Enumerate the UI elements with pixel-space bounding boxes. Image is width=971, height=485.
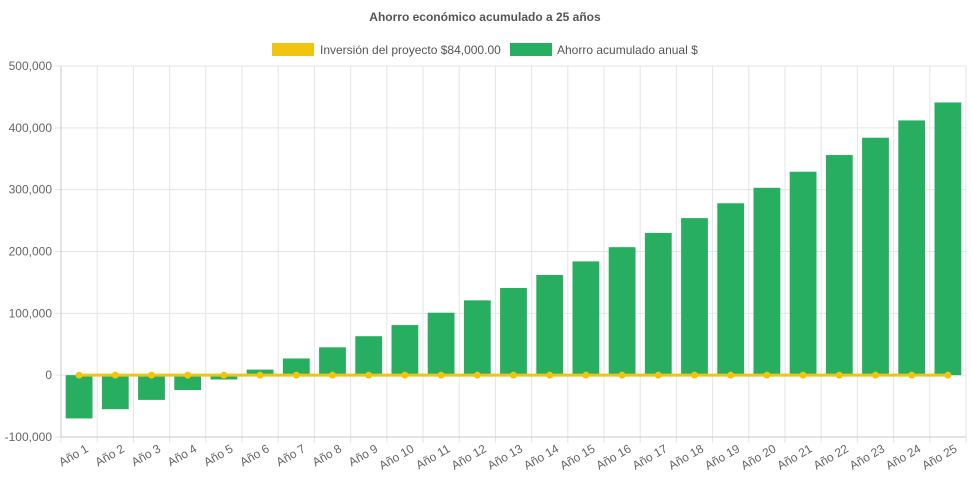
line-point[interactable] bbox=[220, 371, 228, 379]
bar[interactable] bbox=[282, 358, 310, 376]
bar[interactable] bbox=[572, 261, 600, 376]
line-series bbox=[75, 371, 952, 379]
x-tick-label: Año 19 bbox=[702, 441, 742, 472]
x-tick-label: Año 5 bbox=[201, 441, 235, 469]
legend-label-investment[interactable]: Inversión del proyecto $84,000.00 bbox=[320, 43, 501, 57]
x-tick-label: Año 21 bbox=[775, 441, 815, 472]
line-point[interactable] bbox=[691, 371, 698, 379]
bar[interactable] bbox=[427, 312, 455, 376]
legend-label-savings[interactable]: Ahorro acumulado anual $ bbox=[557, 43, 698, 57]
x-tick-label: Año 2 bbox=[93, 441, 127, 469]
line-point[interactable] bbox=[510, 371, 517, 379]
y-tick-label: 300,000 bbox=[9, 183, 53, 197]
line-point[interactable] bbox=[872, 371, 879, 379]
x-tick-label: Año 15 bbox=[557, 441, 597, 472]
bar[interactable] bbox=[536, 274, 564, 376]
bar[interactable] bbox=[355, 336, 383, 376]
y-tick-label: 200,000 bbox=[9, 245, 53, 259]
x-tick-label: Año 4 bbox=[165, 441, 199, 469]
bar[interactable] bbox=[174, 375, 202, 391]
bar[interactable] bbox=[65, 375, 93, 419]
x-axis: Año 1 Año 2 Año 3 Año 4 Año 5 Año 6 Año 7 Año 8… bbox=[56, 436, 966, 473]
x-tick-label: Año 25 bbox=[919, 441, 959, 472]
x-tick-label: Año 11 bbox=[413, 441, 452, 472]
line-point[interactable] bbox=[292, 371, 300, 379]
line-point[interactable] bbox=[473, 371, 481, 379]
y-tick-label: 400,000 bbox=[9, 121, 53, 135]
legend-swatch-savings[interactable] bbox=[510, 43, 552, 56]
bar[interactable] bbox=[644, 232, 672, 376]
x-tick-label: Año 14 bbox=[521, 441, 561, 472]
line-point[interactable] bbox=[437, 371, 445, 379]
line-point[interactable] bbox=[582, 371, 590, 379]
x-tick-label: Año 17 bbox=[630, 441, 670, 472]
bar[interactable] bbox=[681, 218, 708, 376]
line-point[interactable] bbox=[799, 371, 807, 379]
x-tick-label: Año 6 bbox=[237, 441, 271, 469]
bar[interactable] bbox=[717, 203, 745, 376]
x-tick-label: Año 7 bbox=[274, 441, 308, 469]
x-tick-label: Año 10 bbox=[376, 441, 416, 472]
x-tick-label: Año 18 bbox=[666, 441, 706, 472]
line-point[interactable] bbox=[944, 371, 952, 379]
x-tick-label: Año 9 bbox=[346, 441, 380, 469]
x-tick-label: Año 16 bbox=[594, 441, 634, 472]
bar[interactable] bbox=[101, 375, 129, 410]
y-axis: 500,000 400,000 300,000 200,000 100,000 0 -100… bbox=[5, 59, 62, 444]
x-tick-label: Año 1 bbox=[56, 441, 90, 469]
x-tick-label: Año 13 bbox=[485, 441, 525, 472]
bar[interactable] bbox=[500, 287, 527, 376]
line-point[interactable] bbox=[618, 371, 626, 379]
bar[interactable] bbox=[319, 347, 346, 376]
x-tick-label: Año 23 bbox=[847, 441, 887, 472]
bar[interactable] bbox=[934, 102, 962, 376]
line-point[interactable] bbox=[256, 371, 264, 379]
line-point[interactable] bbox=[365, 371, 373, 379]
line-point[interactable] bbox=[148, 371, 155, 379]
bar[interactable] bbox=[825, 155, 853, 376]
legend-swatch-investment[interactable] bbox=[272, 43, 314, 56]
bar[interactable] bbox=[898, 120, 926, 376]
y-tick-label: -100,000 bbox=[5, 430, 53, 444]
bar[interactable] bbox=[391, 325, 419, 376]
y-tick-label: 100,000 bbox=[9, 306, 53, 320]
x-tick-label: Año 22 bbox=[811, 441, 851, 472]
legend: Inversión del proyecto $84,000.00 Ahorro… bbox=[272, 43, 698, 57]
x-tick-label: Año 3 bbox=[129, 441, 163, 469]
line-point[interactable] bbox=[401, 371, 409, 379]
bar[interactable] bbox=[138, 375, 165, 400]
bar[interactable] bbox=[789, 171, 817, 376]
x-tick-label: Año 20 bbox=[738, 441, 778, 472]
line-point[interactable] bbox=[111, 371, 119, 379]
bar[interactable] bbox=[608, 247, 636, 376]
line-point[interactable] bbox=[835, 371, 843, 379]
line-point[interactable] bbox=[75, 371, 83, 379]
line-point[interactable] bbox=[546, 371, 554, 379]
bar[interactable] bbox=[753, 187, 781, 376]
line-point[interactable] bbox=[329, 371, 336, 379]
line-point[interactable] bbox=[184, 371, 192, 379]
y-tick-label: 500,000 bbox=[9, 59, 53, 73]
bar[interactable] bbox=[862, 137, 889, 376]
line-point[interactable] bbox=[654, 371, 662, 379]
chart-title: Ahorro económico acumulado a 25 años bbox=[369, 10, 601, 24]
y-tick-label: 0 bbox=[45, 368, 52, 382]
line-point[interactable] bbox=[763, 371, 771, 379]
bar-series bbox=[65, 102, 962, 419]
bar[interactable] bbox=[463, 300, 491, 376]
x-tick-label: Año 8 bbox=[310, 441, 344, 469]
x-tick-label: Año 12 bbox=[449, 441, 489, 472]
x-tick-label: Año 24 bbox=[883, 441, 923, 472]
line-point[interactable] bbox=[908, 371, 916, 379]
line-point[interactable] bbox=[727, 371, 735, 379]
